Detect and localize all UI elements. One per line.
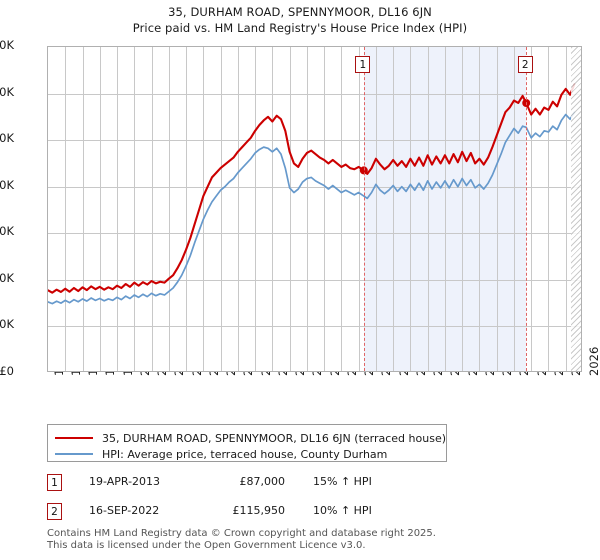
marker-label-box[interactable]: 2 [517, 56, 533, 73]
footer-attribution: Contains HM Land Registry data © Crown c… [47, 528, 567, 552]
marker-dashed-line [526, 47, 528, 371]
gridline-vertical [462, 47, 463, 371]
gridline-horizontal [48, 187, 581, 188]
legend-item-price-paid: 35, DURHAM ROAD, SPENNYMOOR, DL16 6JN (t… [55, 430, 446, 446]
gridline-vertical [497, 47, 498, 371]
transaction-price-2: £115,950 [232, 504, 286, 517]
gridline-vertical [65, 47, 66, 371]
gridline-vertical [376, 47, 377, 371]
gridline-vertical [479, 47, 480, 371]
title-line-2: Price paid vs. HM Land Registry's House … [132, 21, 468, 35]
chart-plot-area [47, 46, 582, 372]
y-axis-tick-label: £0 [0, 364, 14, 378]
gridline-vertical [393, 47, 394, 371]
gridline-vertical [445, 47, 446, 371]
transaction-price-1: £87,000 [239, 475, 286, 488]
y-axis-tick-label: £80K [0, 177, 14, 192]
gridline-vertical [117, 47, 118, 371]
y-axis-tick-label: £60K [0, 224, 14, 239]
forecast-hatch [571, 47, 581, 371]
y-axis-tick-label: £120K [0, 84, 14, 99]
legend-label-price-paid: 35, DURHAM ROAD, SPENNYMOOR, DL16 6JN (t… [102, 431, 447, 445]
gridline-vertical [410, 47, 411, 371]
footer-line-1: Contains HM Land Registry data © Crown c… [47, 528, 436, 539]
gridline-vertical [531, 47, 532, 371]
gridline-vertical [100, 47, 101, 371]
price-paid-line [48, 83, 576, 294]
gridline-vertical [255, 47, 256, 371]
chart-legend: 35, DURHAM ROAD, SPENNYMOOR, DL16 6JN (t… [47, 424, 447, 462]
legend-item-hpi: HPI: Average price, terraced house, Coun… [55, 446, 387, 462]
gridline-vertical [169, 47, 170, 371]
title-line-1: 35, DURHAM ROAD, SPENNYMOOR, DL16 6JN [168, 5, 432, 19]
gridline-vertical [566, 47, 567, 371]
gridline-vertical [83, 47, 84, 371]
gridline-vertical [307, 47, 308, 371]
legend-label-hpi: HPI: Average price, terraced house, Coun… [102, 447, 388, 461]
gridline-vertical [152, 47, 153, 371]
gridline-vertical [221, 47, 222, 371]
gridline-vertical [359, 47, 360, 371]
series-lines [48, 83, 576, 305]
gridline-vertical [203, 47, 204, 371]
transaction-date-2: 16-SEP-2022 [89, 504, 160, 517]
gridline-vertical [290, 47, 291, 371]
gridline-vertical [341, 47, 342, 371]
gridline-vertical [428, 47, 429, 371]
transaction-delta-2: 10% ↑ HPI [313, 504, 372, 517]
gridline-horizontal [48, 233, 581, 234]
legend-swatch-hpi [55, 453, 93, 455]
gridline-horizontal [48, 326, 581, 327]
marker-dashed-line [363, 47, 365, 371]
hpi-line [48, 111, 576, 305]
gridline-vertical [272, 47, 273, 371]
footer-line-2: This data is licensed under the Open Gov… [47, 540, 366, 551]
gridline-vertical [238, 47, 239, 371]
y-axis-tick-label: £140K [0, 38, 14, 52]
transaction-badge-1: 1 [47, 474, 62, 491]
y-axis-tick-label: £20K [0, 317, 14, 332]
transaction-badge-2: 2 [47, 503, 62, 520]
transaction-delta-1: 15% ↑ HPI [313, 475, 372, 488]
gridline-vertical [134, 47, 135, 371]
gridline-vertical [548, 47, 549, 371]
gridline-horizontal [48, 94, 581, 95]
marker-label-box[interactable]: 1 [355, 56, 371, 73]
page-title: 35, DURHAM ROAD, SPENNYMOOR, DL16 6JN Pr… [0, 4, 600, 36]
gridline-vertical [186, 47, 187, 371]
legend-swatch-price-paid [55, 437, 93, 439]
transaction-date-1: 19-APR-2013 [89, 475, 161, 488]
gridline-vertical [514, 47, 515, 371]
transaction-row-1[interactable]: 1 19-APR-2013 £87,000 15% ↑ HPI [47, 474, 467, 492]
gridline-horizontal [48, 280, 581, 281]
gridline-vertical [324, 47, 325, 371]
gridline-horizontal [48, 140, 581, 141]
transaction-row-2[interactable]: 2 16-SEP-2022 £115,950 10% ↑ HPI [47, 503, 467, 521]
y-axis-tick-label: £40K [0, 270, 14, 285]
y-axis-tick-label: £100K [0, 131, 14, 146]
